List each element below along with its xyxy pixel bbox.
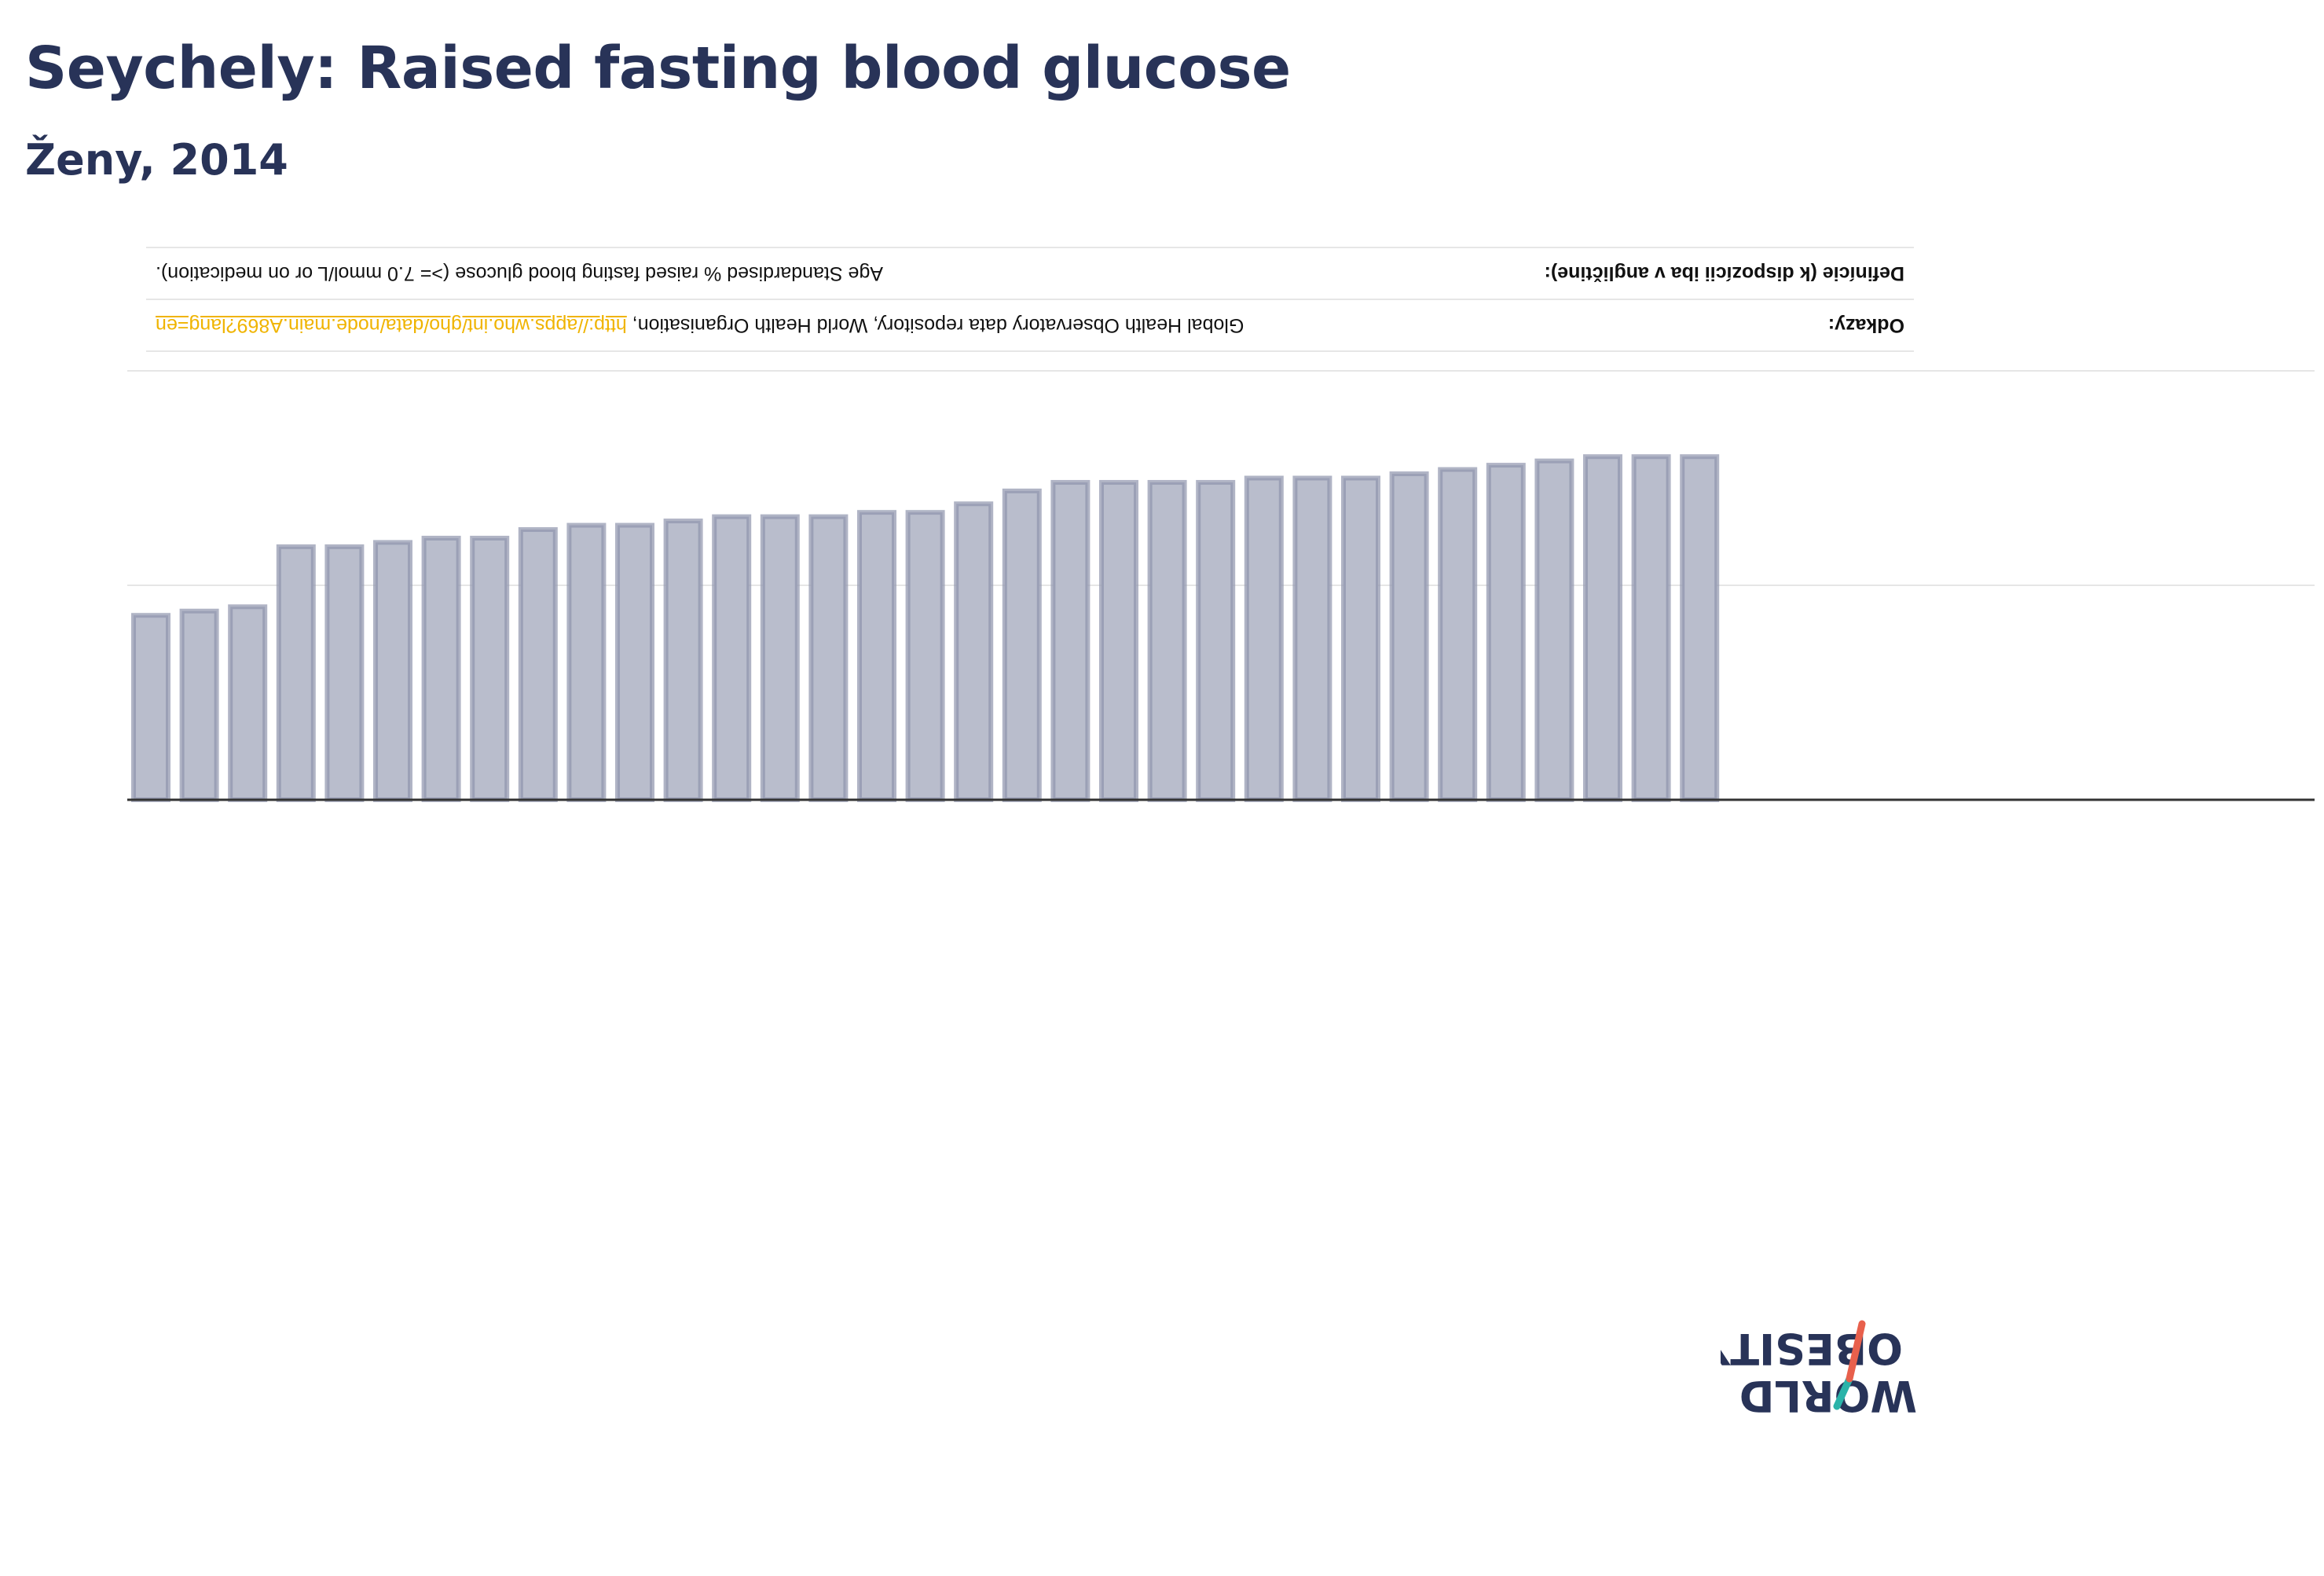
bar <box>1534 458 1574 802</box>
bar <box>1099 479 1138 803</box>
logo-slash-top <box>1833 1375 1853 1410</box>
logo-text-world: WORLD <box>1739 1371 1917 1420</box>
bar <box>1002 488 1042 802</box>
bar <box>712 514 752 802</box>
bar <box>373 540 412 803</box>
bar <box>1486 463 1526 802</box>
bar <box>760 514 800 802</box>
chart-title: Seychely: Raised fasting blood glucose <box>25 35 1291 102</box>
bar <box>131 613 170 802</box>
logo-text-obesity: OBESITY <box>1721 1324 1903 1373</box>
chart-subtitle: Ženy, 2014 <box>25 135 288 185</box>
bar <box>954 501 994 802</box>
bar <box>905 510 945 802</box>
bar <box>1631 454 1671 802</box>
bar <box>1050 479 1091 803</box>
bar <box>518 527 558 803</box>
bar <box>1292 475 1332 802</box>
world-obesity-logo: WORLD OBESITY <box>1721 1320 1917 1420</box>
bar <box>1583 454 1622 802</box>
bar <box>421 535 461 802</box>
bar <box>228 604 268 802</box>
bar <box>470 535 510 802</box>
bar <box>1147 479 1187 803</box>
bar <box>1244 475 1284 802</box>
logo-slash-bottom <box>1846 1320 1866 1383</box>
bar <box>566 522 607 802</box>
bar <box>1196 479 1236 803</box>
bar <box>1680 454 1720 802</box>
bar <box>1438 467 1478 803</box>
bar <box>179 608 219 803</box>
bar <box>857 510 896 802</box>
bars <box>131 454 1720 803</box>
bar <box>324 544 365 802</box>
bar <box>1341 475 1380 802</box>
bar <box>1389 471 1429 802</box>
bar <box>276 544 316 802</box>
bar <box>663 519 703 802</box>
bar <box>615 522 654 802</box>
bar <box>808 514 849 802</box>
